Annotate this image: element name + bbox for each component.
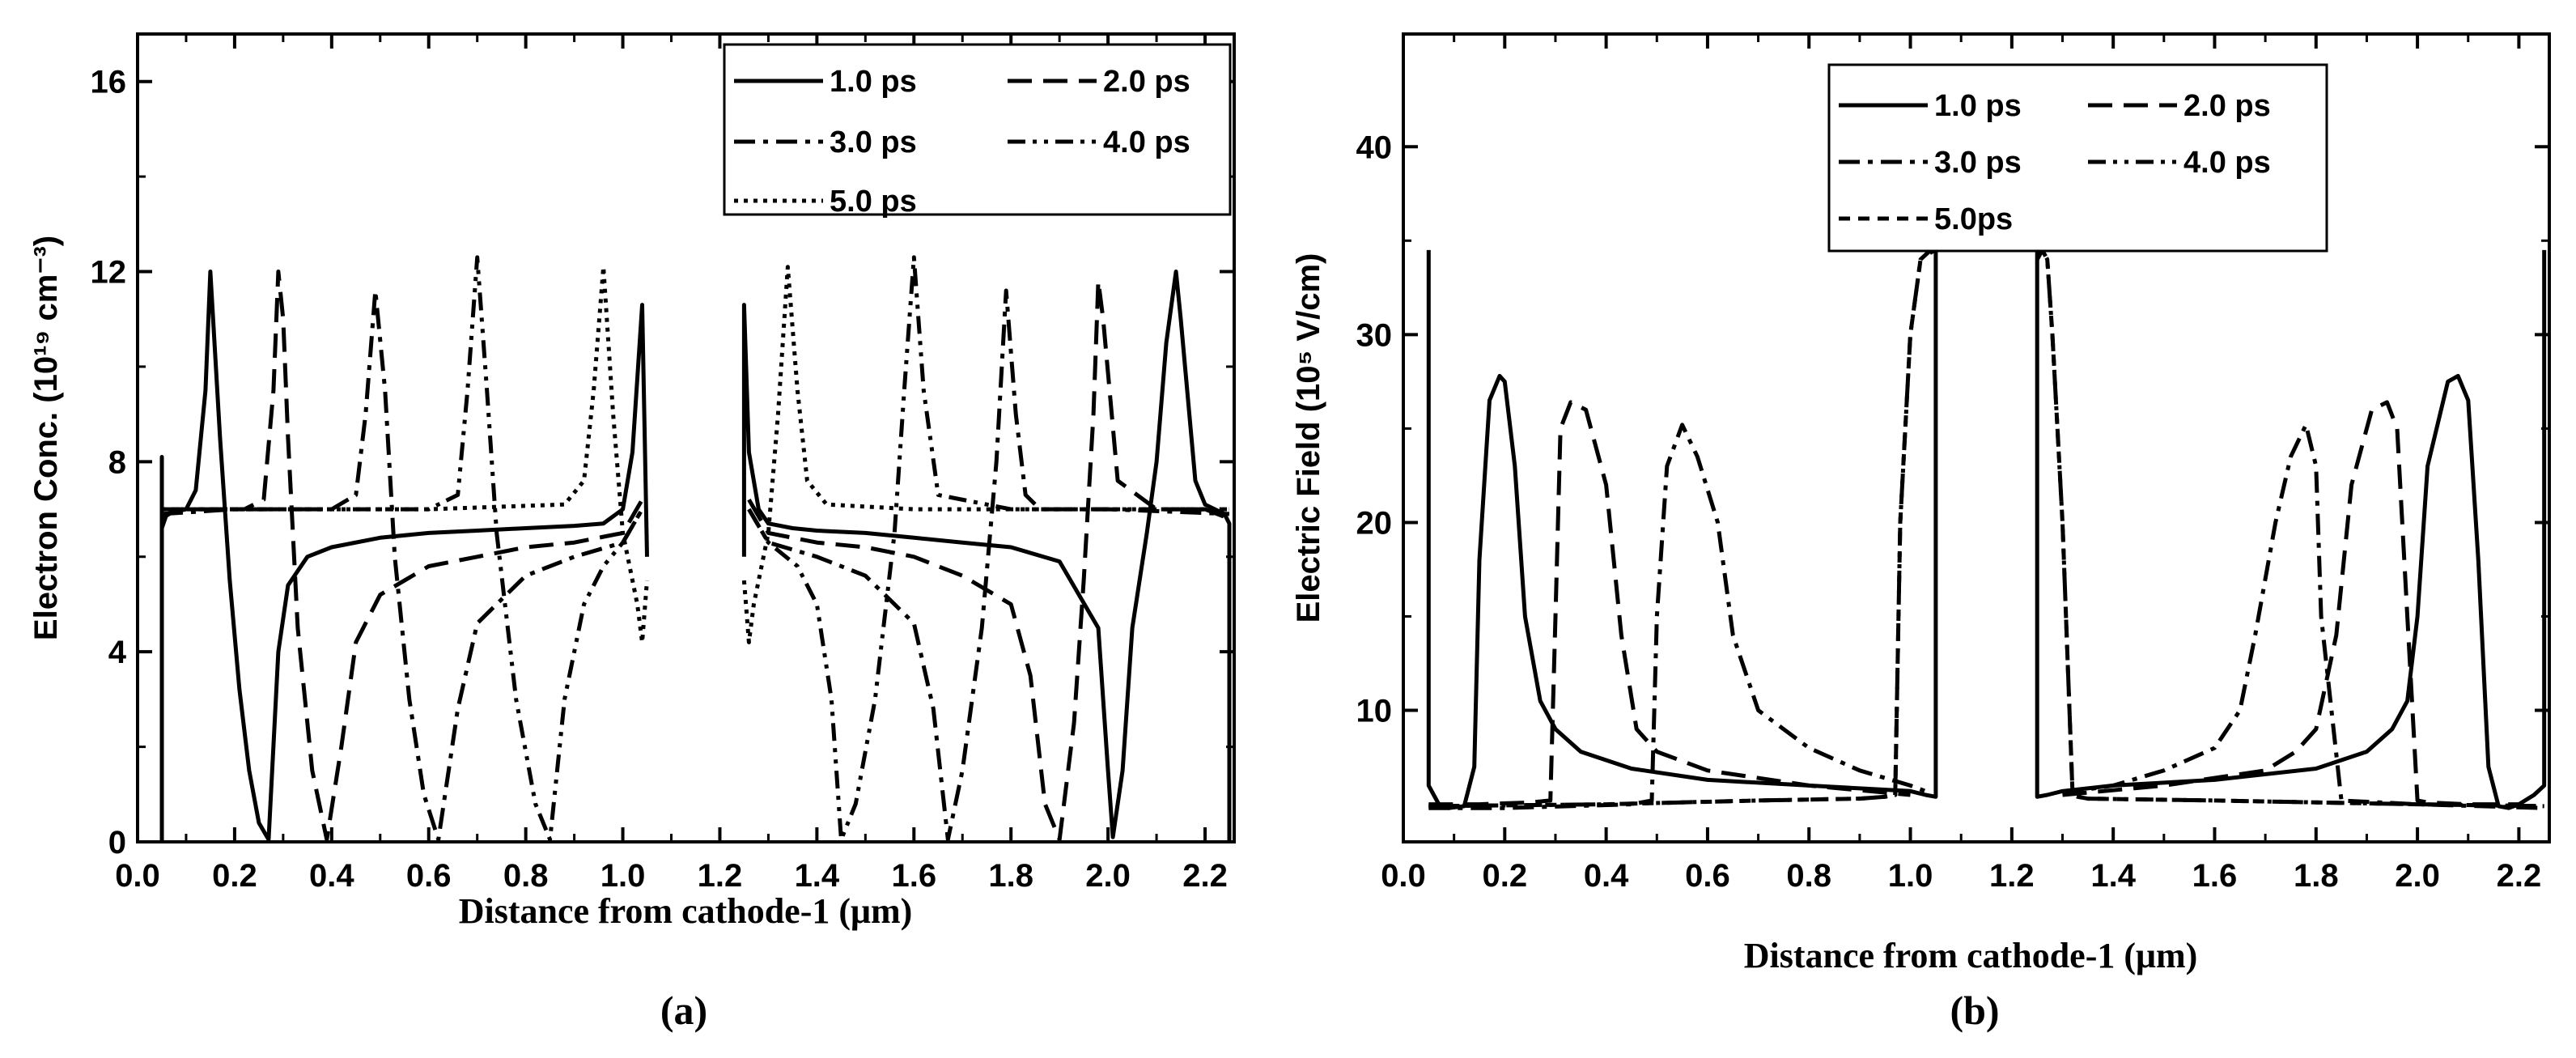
x-tick-label: 0.8 [503,858,549,894]
series-line-1-0-ps-left [159,270,649,842]
plot-frame-b [1402,32,2551,843]
x-tick-label: 0.0 [1381,858,1426,894]
legend-label: 1.0 ps [1934,89,2022,123]
x-tick-label: 1.8 [2294,858,2339,894]
y-tick-label: 30 [1356,317,1393,353]
y-tick-label: 8 [108,444,126,480]
legend-box [1827,63,2328,253]
x-tick-label: 1.6 [2192,858,2238,894]
x-tick-label: 1.2 [1989,858,2035,894]
plot-frame-a [136,32,1236,843]
y-tick-label: 10 [1356,694,1393,729]
y-axis-label-a: Electron Conc. (10¹⁹ cm⁻³) [28,236,64,640]
y-tick-label: 40 [1356,130,1393,165]
x-axis-label-b: Distance from cathode-1 (μm) [1744,936,2198,975]
legend-label: 5.0ps [1934,202,2013,236]
legend-label: 3.0 ps [830,125,917,159]
series-line-2-0-ps-right [2062,400,2519,807]
panel-b: 0.0 0.2 0.4 0.6 0.8 1.0 1.2 1.4 1.6 1.8 2.0 2.2 10 20… [1291,32,2551,1033]
legend-box [723,43,1232,216]
panel-a: 0.0 0.2 0.4 0.6 0.8 1.0 1.2 1.4 1.6 1.8 2.0 2.2 0 4 8 1… [28,32,1236,1033]
y-tick-label: 20 [1356,505,1393,541]
legend-label: 5.0 ps [830,185,917,219]
x-tick-label: 1.2 [698,858,743,894]
series-line-2-0-ps-left [160,270,644,842]
legend-label: 2.0 ps [1103,65,1190,99]
x-tick-label: 2.0 [1085,858,1131,894]
series-line-3-0-ps-right [747,288,1230,842]
series-layer-a [159,255,1232,842]
x-tick-label: 2.2 [2497,858,2542,894]
legend-label: 1.0 ps [830,65,917,99]
ticks-a: 0.0 0.2 0.4 0.6 0.8 1.0 1.2 1.4 1.6 1.8 2.0 2.2 0 4 8 1… [91,34,1234,894]
panel-label-a: (a) [660,988,707,1033]
legend-a: 1.0 ps 2.0 ps 3.0 ps 4.0 ps 5.0 ps [723,43,1232,219]
series-line-4-0-ps-right [747,255,1229,842]
x-tick-label: 0.8 [1786,858,1831,894]
x-tick-label: 2.0 [2395,858,2440,894]
series-line-3-0-ps-left [1428,423,1932,810]
series-line-3-0-ps-right [2062,423,2544,810]
y-tick-label: 12 [91,255,127,291]
y-tick-label: 0 [108,825,126,860]
y-tick-label: 16 [91,65,127,100]
y-axis-label-b: Electric Field (10⁵ V/cm) [1291,253,1326,623]
series-layer-b [1426,240,2547,810]
ticks-b: 0.0 0.2 0.4 0.6 0.8 1.0 1.2 1.4 1.6 1.8 2.0 2.2 10 20… [1356,34,2549,894]
x-axis-label-a: Distance from cathode-1 (μm) [459,891,913,931]
x-tick-label: 0.6 [1685,858,1730,894]
series-line-5-0ps-left [1428,248,1938,809]
series-line-4-0-ps-right [2035,248,2544,809]
series-line-3-0-ps-left [161,288,644,842]
legend-b: 1.0 ps 2.0 ps 3.0 ps 4.0 ps 5.0ps [1827,63,2328,253]
series-line-1-0-ps-left [1426,240,1938,810]
legend-label: 3.0 ps [1934,146,2022,180]
x-tick-label: 1.6 [891,858,936,894]
x-tick-label: 0.0 [115,858,160,894]
legend-label: 2.0 ps [2183,89,2271,123]
x-tick-label: 1.0 [1888,858,1933,894]
series-line-2-0-ps-left [1428,400,1911,807]
x-tick-label: 1.0 [601,858,646,894]
x-tick-label: 1.4 [795,858,840,894]
series-line-1-0-ps-right [2035,240,2547,810]
legend-label: 4.0 ps [1103,125,1190,159]
x-tick-label: 0.6 [406,858,452,894]
x-tick-label: 0.4 [309,858,354,894]
series-line-4-0-ps-left [162,255,644,842]
x-tick-label: 0.4 [1584,858,1629,894]
series-line-5-0ps-right [2035,248,2544,809]
legend-label: 4.0 ps [2183,146,2271,180]
series-line-1-0-ps-right [741,270,1232,842]
x-tick-label: 2.2 [1182,858,1228,894]
series-line-5-0-ps-left [162,265,649,644]
series-line-4-0-ps-left [1428,248,1938,809]
panel-label-b: (b) [1950,988,1999,1033]
x-tick-label: 1.4 [2090,858,2136,894]
y-tick-label: 4 [108,635,127,670]
x-tick-label: 1.8 [988,858,1033,894]
x-tick-label: 0.2 [212,858,257,894]
x-tick-label: 0.2 [1483,858,1528,894]
